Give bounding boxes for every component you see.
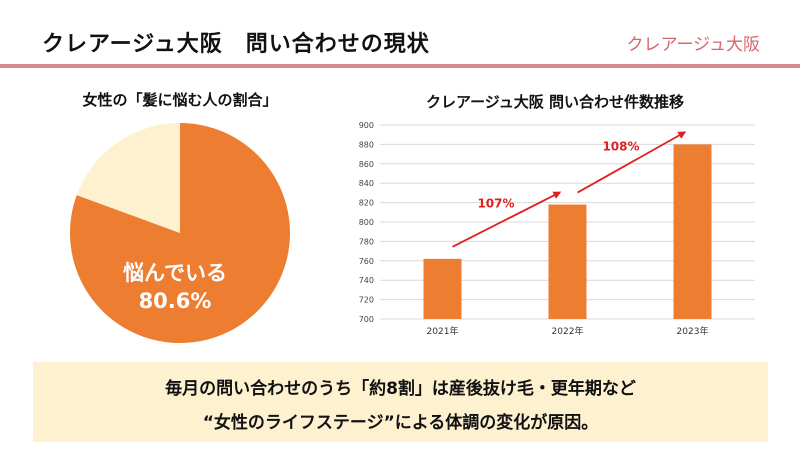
pie-value-label: 80.6% [139, 289, 212, 313]
summary-line-1: 毎月の問い合わせのうち「約8割」は産後抜け毛・更年期など [165, 379, 636, 399]
y-tick-label: 740 [359, 276, 374, 285]
bar-0 [423, 258, 462, 319]
y-tick-label: 900 [359, 121, 374, 130]
summary-box: 毎月の問い合わせのうち「約8割」は産後抜け毛・更年期など “女性のライフステージ… [33, 362, 768, 442]
growth-arrow [577, 131, 687, 194]
y-tick-label: 780 [359, 237, 374, 246]
bar-1 [548, 204, 587, 319]
bar-chart: 700 720 740 760 780 800 820 840 860 880 900 2021年 20… [359, 121, 755, 337]
y-tick-label: 820 [359, 199, 374, 208]
pie-chart-title: 女性の「髪に悩む人の割合」 [82, 91, 278, 109]
y-tick-label: 860 [359, 160, 374, 169]
y-tick-label: 700 [359, 315, 374, 324]
y-tick-label: 840 [359, 179, 374, 188]
pie-label: 悩んでいる [123, 261, 227, 285]
header-divider [0, 64, 800, 68]
y-tick-label: 800 [359, 218, 374, 227]
x-tick-label: 2021年 [427, 325, 459, 337]
y-tick-label: 760 [359, 257, 374, 266]
growth-label: 108% [602, 139, 639, 153]
pie-slice-1 [76, 123, 180, 233]
y-tick-label: 720 [359, 296, 374, 305]
summary-line-2: “女性のライフステージ”による体調の変化が原因。 [202, 413, 599, 433]
page-title: クレアージュ大阪 問い合わせの現状 [42, 32, 430, 57]
pie-slice-0 [69, 123, 290, 343]
brand-name: クレアージュ大阪 [626, 35, 760, 55]
bar-chart-title: クレアージュ大阪 問い合わせ件数推移 [426, 93, 684, 111]
growth-arrow [452, 191, 562, 248]
pie-chart: 悩んでいる 80.6% [69, 123, 290, 343]
x-tick-label: 2023年 [677, 325, 709, 337]
y-tick-label: 880 [359, 140, 374, 149]
x-tick-label: 2022年 [552, 325, 584, 337]
bar-2 [673, 144, 712, 319]
growth-label: 107% [477, 197, 514, 211]
